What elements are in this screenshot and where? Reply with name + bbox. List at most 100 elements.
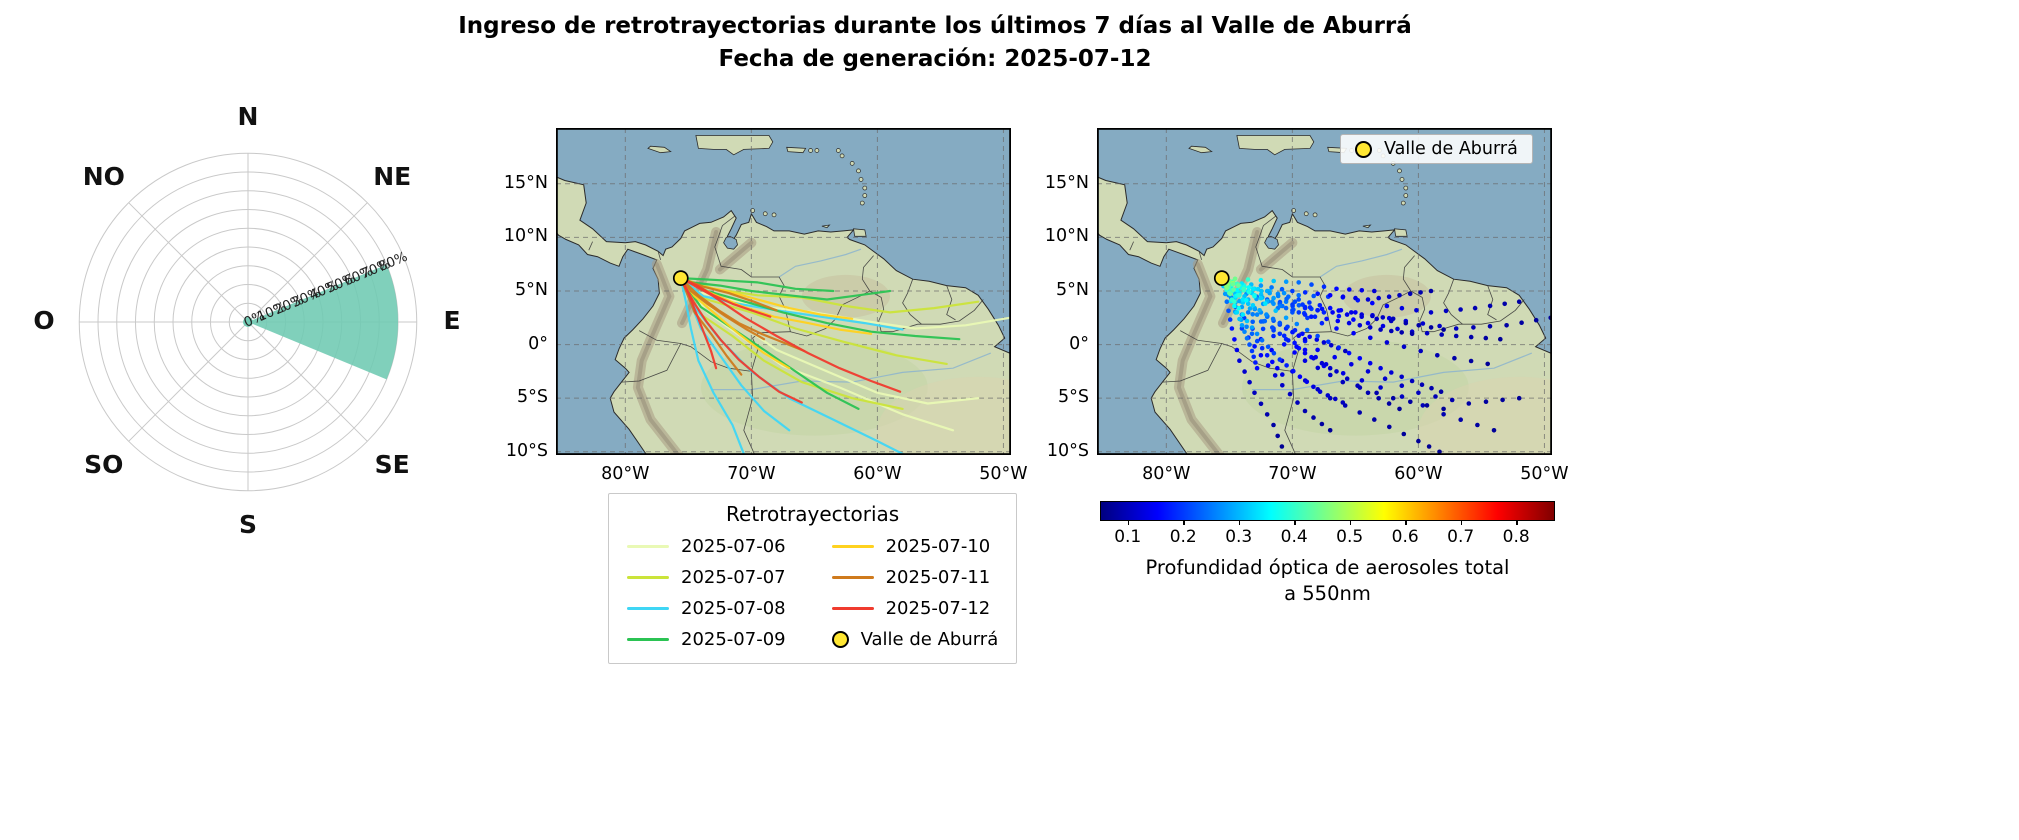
aod-point — [1231, 287, 1236, 292]
aod-point — [1365, 320, 1371, 326]
compass-label-S: S — [239, 510, 257, 539]
aod-point — [1244, 318, 1250, 324]
lon-tick-label: 70°W — [1268, 464, 1317, 484]
trajectory-2025-07-08 — [679, 277, 746, 455]
aod-point — [1336, 345, 1341, 350]
aod-point — [1435, 353, 1440, 358]
aod-point — [1244, 324, 1249, 330]
aod-point — [1258, 277, 1264, 283]
valle-de-aburra-legend-icon — [1355, 140, 1372, 158]
aod-legend-label: Valle de Aburrá — [1384, 139, 1518, 159]
aod-point — [1340, 379, 1346, 385]
aod-point — [1349, 310, 1354, 315]
aod-point — [1311, 415, 1316, 420]
aod-point — [1437, 449, 1442, 455]
aod-point — [1252, 390, 1257, 396]
colorbar-tick-label: 0.3 — [1225, 527, 1253, 547]
aod-point — [1359, 288, 1365, 293]
aod-point — [1357, 410, 1362, 415]
trajectory-legend: Retrotrayectorias 2025-07-06 2025-07-07 20… — [608, 493, 1018, 664]
aod-point — [1250, 319, 1255, 325]
colorbar-tick-label: 0.2 — [1169, 527, 1197, 547]
aod-point — [1346, 320, 1352, 326]
aod-point — [1491, 428, 1497, 433]
aod-point — [1296, 293, 1301, 298]
trajectory-2025-07-09 — [679, 277, 835, 293]
aod-point — [1242, 369, 1247, 374]
aod-point — [1319, 306, 1325, 312]
aod-point — [1357, 356, 1363, 361]
aod-point — [1382, 376, 1388, 381]
aod-point — [1327, 305, 1333, 311]
legend-item-label: 2025-07-06 — [681, 535, 786, 557]
valle-de-aburra-marker — [672, 270, 689, 286]
aod-point — [1399, 394, 1405, 399]
aod-point — [1321, 284, 1327, 289]
colorbar-label-line2: a 550nm — [1284, 582, 1371, 605]
aod-point — [1414, 308, 1419, 313]
lon-tick-label: 80°W — [601, 464, 650, 484]
aod-point — [1295, 400, 1300, 405]
aod-point — [1334, 286, 1339, 292]
aod-point — [1365, 369, 1371, 374]
aod-point — [1241, 288, 1246, 293]
compass-label-SO: SO — [84, 450, 123, 479]
aod-point — [1286, 338, 1291, 343]
aod-point — [1275, 365, 1280, 371]
aod-point — [1259, 338, 1265, 343]
legend-line-sample — [831, 606, 874, 610]
aod-point — [1418, 290, 1423, 295]
colorbar-tick-label: 0.7 — [1447, 527, 1475, 547]
aod-point — [1270, 325, 1275, 330]
aod-point — [1239, 326, 1245, 331]
aod-point — [1409, 378, 1415, 384]
aod-point — [1230, 282, 1236, 287]
aod-point — [1247, 306, 1253, 311]
aod-point — [1300, 331, 1305, 337]
aod-point — [1283, 305, 1289, 311]
aod-point — [1323, 362, 1329, 367]
aod-point — [1258, 295, 1264, 301]
aod-point — [1246, 289, 1252, 295]
aod-point — [1239, 323, 1245, 328]
aod-point — [1287, 391, 1293, 397]
aod-point — [1367, 325, 1373, 330]
colorbar-tick-label: 0.4 — [1280, 527, 1308, 547]
lat-tick-label: 15°N — [1044, 172, 1089, 193]
aod-point — [1359, 312, 1364, 317]
aod-point — [1424, 403, 1430, 408]
aod-point — [1296, 333, 1301, 338]
polar-grid-spoke — [247, 321, 368, 442]
aod-point — [1441, 327, 1446, 332]
aod-point — [1453, 333, 1459, 339]
aod-point — [1419, 382, 1425, 387]
aod-point — [1292, 340, 1297, 346]
aod-point — [1319, 320, 1325, 326]
aod-point — [1327, 293, 1333, 298]
aod-point — [1253, 360, 1258, 365]
aod-point — [1302, 336, 1308, 342]
aod-point — [1347, 287, 1352, 292]
aod-point — [1275, 433, 1280, 439]
aod-point — [1353, 310, 1358, 315]
aod-point — [1290, 303, 1295, 309]
aod-point — [1277, 357, 1283, 362]
aod-point — [1280, 383, 1285, 388]
legend-title: Retrotrayectorias — [726, 502, 900, 526]
aod-point — [1387, 424, 1392, 430]
aod-point — [1234, 347, 1240, 353]
trajectory-2025-07-12 — [679, 277, 902, 393]
aod-point — [1275, 293, 1281, 299]
polar-grid-spoke — [128, 321, 249, 442]
aod-point — [1315, 308, 1320, 313]
aod-point — [1428, 288, 1434, 294]
map-frame — [556, 128, 1011, 455]
aod-point — [1437, 323, 1442, 329]
aod-point — [1254, 331, 1260, 337]
aod-point — [1237, 316, 1242, 322]
legend-item-label: 2025-07-08 — [681, 597, 786, 619]
aod-point — [1259, 288, 1264, 294]
compass-label-SE: SE — [375, 450, 410, 479]
aod-point — [1292, 328, 1298, 333]
